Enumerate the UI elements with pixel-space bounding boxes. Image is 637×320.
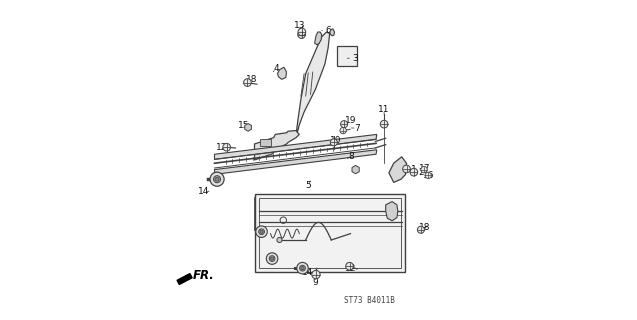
Circle shape (299, 265, 305, 271)
Text: 4: 4 (273, 64, 279, 73)
Text: 5: 5 (305, 181, 311, 190)
Polygon shape (389, 157, 406, 182)
Text: ST73 B4011B: ST73 B4011B (343, 296, 394, 305)
Text: 2: 2 (415, 168, 424, 177)
Circle shape (380, 120, 388, 128)
Polygon shape (385, 202, 398, 221)
Text: 6: 6 (322, 26, 331, 35)
Polygon shape (245, 124, 252, 131)
Text: 19: 19 (345, 116, 356, 125)
Text: 8: 8 (347, 152, 354, 161)
Polygon shape (296, 32, 330, 134)
Polygon shape (260, 230, 263, 233)
Circle shape (243, 79, 252, 86)
Circle shape (298, 28, 306, 36)
Circle shape (340, 127, 347, 134)
Circle shape (311, 270, 320, 279)
Circle shape (277, 237, 282, 243)
Circle shape (210, 172, 224, 186)
Text: 9: 9 (312, 278, 318, 287)
Text: 14: 14 (302, 268, 313, 277)
Text: 7: 7 (352, 124, 360, 132)
Text: 14: 14 (198, 187, 210, 196)
Circle shape (266, 253, 278, 264)
Text: 12: 12 (345, 264, 356, 273)
Text: 11: 11 (378, 105, 390, 115)
Polygon shape (255, 131, 299, 160)
Text: 17: 17 (419, 164, 431, 173)
Polygon shape (330, 29, 334, 36)
Text: 13: 13 (294, 21, 305, 30)
Text: 16: 16 (423, 171, 434, 180)
Circle shape (331, 139, 338, 146)
Circle shape (425, 172, 431, 179)
Circle shape (223, 143, 231, 151)
Polygon shape (255, 194, 405, 272)
Text: 12: 12 (216, 143, 227, 152)
Circle shape (269, 256, 275, 261)
Circle shape (259, 229, 264, 235)
Text: 1: 1 (406, 165, 417, 174)
Polygon shape (352, 165, 359, 174)
Polygon shape (177, 274, 192, 284)
Text: 18: 18 (245, 75, 257, 84)
Circle shape (421, 166, 427, 173)
Circle shape (256, 226, 268, 237)
Circle shape (297, 31, 305, 38)
Polygon shape (270, 257, 274, 260)
Text: 18: 18 (419, 223, 431, 232)
Text: 3: 3 (347, 54, 358, 63)
Circle shape (213, 176, 220, 183)
Polygon shape (215, 150, 376, 174)
Polygon shape (301, 267, 304, 270)
Circle shape (403, 165, 410, 173)
Text: 15: 15 (238, 121, 250, 130)
Circle shape (297, 262, 308, 274)
Polygon shape (215, 134, 376, 159)
Circle shape (346, 262, 354, 270)
Polygon shape (315, 32, 322, 45)
Circle shape (341, 121, 348, 128)
Polygon shape (215, 177, 219, 181)
Text: FR.: FR. (193, 269, 215, 282)
Circle shape (410, 168, 418, 176)
Text: 10: 10 (331, 136, 342, 145)
Polygon shape (278, 67, 287, 79)
Bar (261, 139, 271, 146)
Circle shape (417, 226, 424, 233)
FancyBboxPatch shape (337, 46, 357, 66)
